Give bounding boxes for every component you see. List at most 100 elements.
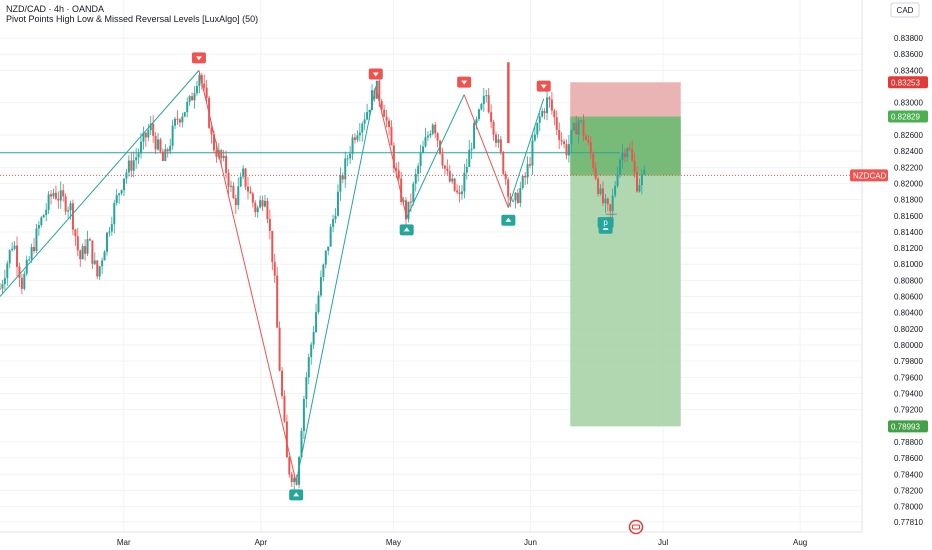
candle-body	[181, 116, 184, 123]
candle-body	[402, 200, 405, 202]
zigzag-segment	[507, 98, 545, 208]
candle-body	[220, 150, 223, 159]
candle-body	[353, 137, 356, 140]
candle-body	[580, 120, 583, 122]
candle-body	[278, 327, 281, 371]
candle-body	[378, 80, 381, 102]
candle-body	[103, 251, 106, 261]
go-to-realtime-icon[interactable]	[628, 519, 644, 535]
candle-body	[529, 164, 532, 166]
candle-body	[227, 172, 230, 187]
candle-body	[88, 239, 91, 241]
candle-body	[543, 111, 546, 114]
candle-body	[638, 185, 641, 192]
candle-body	[431, 124, 434, 134]
candle-body	[465, 167, 468, 173]
candle-body	[334, 215, 337, 220]
candle-body	[456, 190, 459, 193]
candle-body	[575, 123, 578, 135]
stop-loss-zone[interactable]	[570, 82, 681, 117]
candle-body	[135, 157, 138, 161]
candle-body	[62, 190, 65, 197]
triangle-up-icon	[293, 492, 300, 497]
candle-body	[587, 139, 590, 143]
candle-body	[548, 97, 551, 100]
triangle-up-icon	[505, 217, 512, 222]
triangle-down-icon	[461, 80, 468, 85]
candle-body	[538, 116, 541, 123]
candle-body	[618, 159, 621, 175]
candle-body	[186, 101, 189, 113]
candle-body	[370, 90, 373, 111]
price-tick-label: 0.80000	[894, 341, 923, 350]
candle-body	[453, 178, 456, 191]
candle-body	[212, 134, 215, 151]
price-tick-label: 0.82000	[894, 179, 923, 188]
candle-body	[215, 150, 218, 157]
candle-body	[271, 230, 274, 263]
price-tick-label: 0.80800	[894, 276, 923, 285]
candle-body	[35, 228, 38, 252]
candle-body	[198, 75, 201, 87]
candle-body	[446, 168, 449, 171]
candle-body	[507, 179, 510, 197]
price-tick-label: 0.79800	[894, 357, 923, 366]
candle-body	[460, 191, 463, 195]
candle-body	[169, 145, 172, 152]
candle-body	[84, 246, 87, 254]
candle-body	[122, 178, 125, 191]
candle-body	[601, 188, 604, 204]
candle-body	[28, 259, 31, 261]
currency-button[interactable]	[890, 2, 920, 18]
candle-body	[490, 112, 493, 122]
candle-body	[470, 148, 473, 150]
candle-body	[69, 203, 72, 211]
price-tick-label: 0.78000	[894, 503, 923, 512]
candle-body	[572, 123, 575, 131]
candle-body	[443, 165, 446, 169]
candle-body	[492, 121, 495, 135]
candle-body	[565, 144, 568, 156]
candle-body	[436, 133, 439, 141]
price-tick-label: 0.78400	[894, 470, 923, 479]
candle-body	[594, 167, 597, 179]
candle-body	[504, 173, 507, 180]
candle-body	[166, 149, 169, 152]
candle-body	[91, 240, 94, 264]
candle-body	[550, 99, 553, 111]
candle-body	[210, 127, 213, 135]
time-axis-panel[interactable]	[0, 532, 932, 550]
candle-body	[509, 196, 512, 201]
time-tick-label: Apr	[255, 538, 268, 547]
candle-body	[259, 200, 262, 208]
candle-body	[74, 229, 77, 237]
candle-body	[329, 226, 332, 247]
candle-body	[193, 93, 196, 101]
candle-body	[96, 260, 99, 277]
candle-body	[157, 139, 160, 150]
candle-body	[98, 266, 101, 277]
triangle-down-icon	[372, 72, 379, 77]
candle-body	[178, 119, 181, 123]
time-tick-label: Mar	[117, 538, 131, 547]
candle-body	[264, 200, 267, 207]
candle-body	[140, 141, 143, 154]
missed-reversal-marker[interactable]	[597, 217, 614, 229]
candle-body	[266, 200, 269, 220]
triangle-down-icon	[195, 56, 202, 61]
candle-body	[434, 124, 437, 134]
candle-body	[475, 119, 478, 124]
candle-body	[553, 110, 556, 118]
candle-body	[640, 174, 643, 186]
candle-body	[164, 149, 167, 161]
candle-body	[317, 295, 320, 313]
candle-body	[302, 399, 305, 432]
candle-body	[558, 129, 561, 141]
candle-body	[246, 186, 249, 192]
candle-body	[339, 175, 342, 192]
price-axis-panel[interactable]	[862, 0, 932, 550]
zigzag-segment	[198, 70, 297, 483]
candle-body	[205, 87, 208, 98]
candle-body	[137, 153, 140, 158]
